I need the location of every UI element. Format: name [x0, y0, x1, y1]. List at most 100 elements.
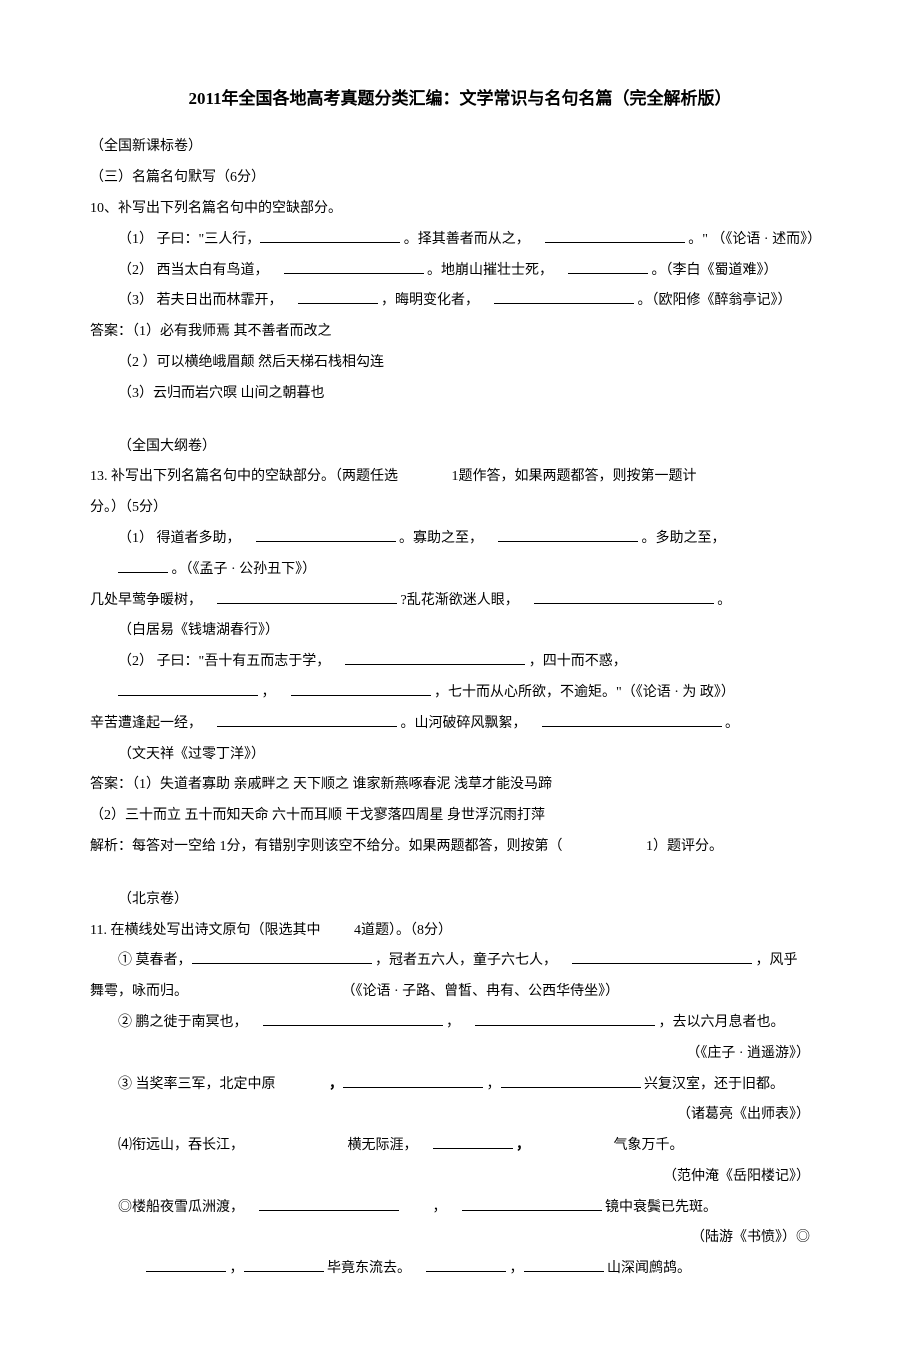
q10-1: （1） 子曰："三人行， 。择其善者而从之， 。" （《论语 · 述而》） — [90, 225, 830, 256]
blank[interactable] — [568, 260, 648, 274]
text: 毕竟东流去。 — [327, 1261, 411, 1276]
blank[interactable] — [433, 1135, 513, 1149]
blank[interactable] — [462, 1197, 602, 1211]
q11-1: ① 莫春者， ，冠者五六人，童子六七人， ，风乎 — [90, 946, 830, 977]
blank[interactable] — [284, 260, 424, 274]
q11-1b: 舞雩，咏而归。 （《论语 · 子路、曾皙、冉有、公西华侍坐》） — [90, 977, 830, 1008]
q13-2d: （文天祥《过零丁洋》） — [90, 740, 830, 771]
q10: 10、补写出下列名篇名句中的空缺部分。 — [90, 194, 830, 225]
explain: 解析：每答对一空给 1分，有错别字则该空不给分。如果两题都答，则按第（ 1）题评… — [90, 832, 830, 863]
blank[interactable] — [498, 528, 638, 542]
ans1-3: （3）云归而岩穴暝 山间之朝暮也 — [90, 379, 830, 410]
text: （1） 得道者多助， — [118, 531, 241, 546]
text: 4道题）。（8分） — [354, 923, 452, 938]
blank[interactable] — [494, 290, 634, 304]
blank[interactable] — [146, 1258, 226, 1272]
q13-1: （1） 得道者多助， 。寡助之至， 。多助之至， — [90, 524, 830, 555]
blank[interactable] — [545, 229, 685, 243]
q13-1c: 几处早莺争暖树， ?乱花渐欲迷人眼， 。 — [90, 586, 830, 617]
text: ?乱花渐欲迷人眼， — [401, 593, 519, 608]
text: ② 鹏之徙于南冥也， — [118, 1015, 248, 1030]
text: ，风乎 — [756, 953, 798, 968]
q11-5: ◎楼船夜雪瓜洲渡， ， 镜中衰鬓已先斑。 — [90, 1193, 830, 1224]
text: ，四十而不惑， — [529, 654, 627, 669]
q10-3: （3） 若夫日出而林霏开， ，晦明变化者， 。（欧阳修《醉翁亭记》） — [90, 286, 830, 317]
text: 。地崩山摧壮士死， — [427, 263, 553, 278]
section3-header: （北京卷） — [90, 885, 830, 916]
text: 。山河破碎风飘絮， — [401, 716, 527, 731]
text: ，冠者五六人，童子六七人， — [375, 953, 557, 968]
blank[interactable] — [244, 1258, 324, 1272]
blank[interactable] — [426, 1258, 506, 1272]
ans1: 答案：（1）必有我师焉 其不善者而改之 — [90, 317, 830, 348]
text: 舞雩，咏而归。 — [90, 984, 188, 999]
section2-header: （全国大纲卷） — [90, 432, 830, 463]
text: 镜中衰鬓已先斑。 — [605, 1200, 717, 1215]
text: 辛苦遭逢起一经， — [90, 716, 202, 731]
text: 。（李白《蜀道难》） — [652, 263, 778, 278]
q13: 13. 补写出下列名篇名句中的空缺部分。（两题任选 1题作答，如果两题都答，则按… — [90, 462, 830, 493]
blank[interactable] — [345, 651, 525, 665]
text: 1题作答，如果两题都答，则按第一题计 — [452, 469, 697, 484]
section1-header: （全国新课标卷） — [90, 132, 830, 163]
text: 。" （《论语 · 述而》） — [688, 232, 821, 247]
text: ， — [487, 1077, 501, 1092]
text: ⑷衔远山，吞长江， — [118, 1138, 244, 1153]
text: ，七十而从心所欲，不逾矩。"（《论语 · 为 政》） — [434, 685, 735, 700]
blank[interactable] — [291, 682, 431, 696]
q10-2: （2） 西当太白有鸟道， 。地崩山摧壮士死， 。（李白《蜀道难》） — [90, 256, 830, 287]
blank[interactable] — [118, 682, 258, 696]
text: 11. 在横线处写出诗文原句（限选其中 — [90, 923, 320, 938]
q11-4: ⑷衔远山，吞长江， 横无际涯， ， 气象万千。 — [90, 1131, 830, 1162]
ans1-2: （2 ）可以横绝峨眉颠 然后天梯石栈相勾连 — [90, 348, 830, 379]
blank[interactable] — [534, 590, 714, 604]
text: （《论语 · 子路、曾皙、冉有、公西华侍坐》） — [342, 984, 620, 999]
text: 几处早莺争暖树， — [90, 593, 202, 608]
blank[interactable] — [217, 713, 397, 727]
ans2-1: 答案：（1）失道者寡助 亲戚畔之 天下顺之 谁家新燕啄春泥 浅草才能没马蹄 — [90, 770, 830, 801]
text: ， — [510, 1261, 524, 1276]
text: 。（《孟子 · 公孙丑下》） — [172, 562, 317, 577]
text: 气象万千。 — [614, 1138, 684, 1153]
blank[interactable] — [475, 1012, 655, 1026]
text: ① 莫春者， — [118, 953, 192, 968]
text: 兴复汉室，还于旧都。 — [644, 1077, 784, 1092]
text: （3） 若夫日出而林霏开， — [118, 293, 283, 308]
blank[interactable] — [343, 1074, 483, 1088]
blank[interactable] — [259, 1197, 399, 1211]
blank[interactable] — [260, 229, 400, 243]
text: 。 — [725, 716, 739, 731]
blank[interactable] — [524, 1258, 604, 1272]
text: ◎楼船夜雪瓜洲渡， — [118, 1200, 244, 1215]
blank[interactable] — [542, 713, 722, 727]
blank[interactable] — [118, 559, 168, 573]
text: 。多助之至， — [642, 531, 726, 546]
blank[interactable] — [572, 950, 752, 964]
q13-2c: 辛苦遭逢起一经， 。山河破碎风飘絮， 。 — [90, 709, 830, 740]
ans2-2: （2）三十而立 五十而知天命 六十而耳顺 干戈寥落四周星 身世浮沉雨打萍 — [90, 801, 830, 832]
text: ， — [446, 1015, 460, 1030]
q13-2b: ， ，七十而从心所欲，不逾矩。"（《论语 · 为 政》） — [90, 678, 830, 709]
text: 山深闻鹧鸪。 — [607, 1261, 691, 1276]
text: ， — [516, 1138, 530, 1153]
text: ， — [262, 685, 276, 700]
text: ， — [230, 1261, 244, 1276]
q13-1b: 。（《孟子 · 公孙丑下》） — [90, 555, 830, 586]
q11-2: ② 鹏之徙于南冥也， ， ，去以六月息者也。 — [90, 1008, 830, 1039]
blank[interactable] — [263, 1012, 443, 1026]
blank[interactable] — [217, 590, 397, 604]
q13-1d: （白居易《钱塘湖春行》） — [90, 616, 830, 647]
blank[interactable] — [298, 290, 378, 304]
blank[interactable] — [192, 950, 372, 964]
text: 解析：每答对一空给 1分，有错别字则该空不给分。如果两题都答，则按第（ — [90, 839, 563, 854]
q13b: 分。）（5分） — [90, 493, 830, 524]
q11-3src: （诸葛亮《出师表》） — [90, 1100, 830, 1131]
q11-6: ， 毕竟东流去。 ， 山深闻鹧鸪。 — [90, 1254, 830, 1285]
q13-2: （2） 子曰："吾十有五而志于学， ，四十而不惑， — [90, 647, 830, 678]
q11: 11. 在横线处写出诗文原句（限选其中 4道题）。（8分） — [90, 916, 830, 947]
q11-2src: （《庄子 · 逍遥游》） — [90, 1039, 830, 1070]
text: （2） 西当太白有鸟道， — [118, 263, 269, 278]
blank[interactable] — [256, 528, 396, 542]
blank[interactable] — [501, 1074, 641, 1088]
text: （2） 子曰："吾十有五而志于学， — [118, 654, 330, 669]
